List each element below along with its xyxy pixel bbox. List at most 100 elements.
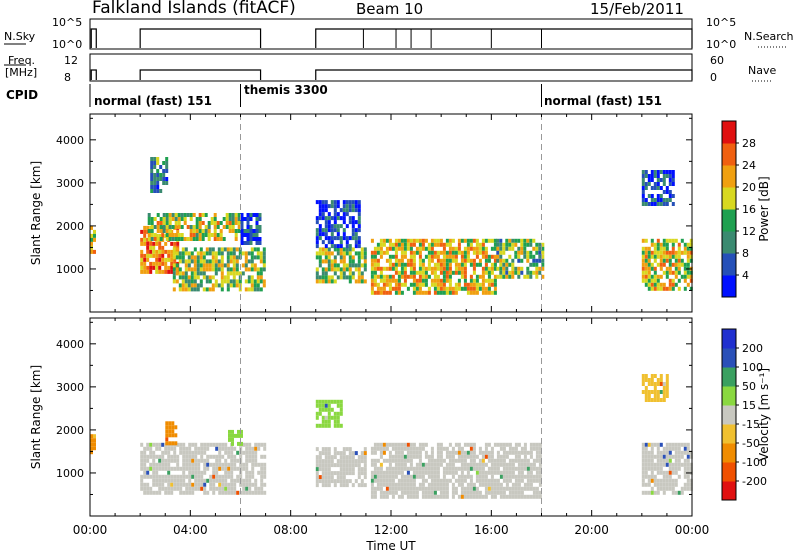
velocity-cell-6 bbox=[523, 462, 527, 467]
velocity-cell-1 bbox=[200, 482, 204, 487]
velocity-cell-1 bbox=[176, 482, 180, 487]
power-cell-8 bbox=[406, 242, 410, 247]
power-cell-6 bbox=[324, 267, 328, 272]
nave-tick-top: 60 bbox=[710, 54, 724, 67]
power-cell-3 bbox=[247, 275, 251, 280]
power-cell-8 bbox=[484, 250, 488, 255]
power-cell-2 bbox=[165, 229, 169, 233]
velocity-cell-1 bbox=[167, 466, 171, 471]
velocity-cell-1 bbox=[164, 490, 168, 495]
power-cell-4 bbox=[150, 157, 154, 161]
power-cell-8 bbox=[448, 270, 452, 275]
power-cell-7 bbox=[351, 216, 355, 221]
velocity-cell-6 bbox=[463, 458, 467, 463]
power-cell-11 bbox=[668, 174, 672, 178]
power-cell-3 bbox=[214, 283, 218, 288]
power-cell-10 bbox=[671, 262, 675, 267]
power-cell-8 bbox=[478, 286, 482, 291]
power-cell-2 bbox=[219, 233, 223, 237]
power-cell-8 bbox=[484, 290, 488, 295]
power-cell-9 bbox=[517, 238, 521, 243]
power-cell-1 bbox=[170, 269, 174, 274]
velocity-cell-6 bbox=[490, 450, 494, 455]
power-cell-10 bbox=[644, 254, 648, 259]
power-cell-8 bbox=[445, 278, 449, 283]
velocity-cell-6 bbox=[451, 458, 455, 463]
velocity-cell-6 bbox=[460, 482, 464, 487]
power-cell-6 bbox=[351, 247, 355, 252]
velocity-cell-4 bbox=[336, 479, 340, 484]
velocity-cell-1 bbox=[179, 486, 183, 491]
velocity-cell-1 bbox=[152, 478, 156, 483]
power-cell-8 bbox=[472, 238, 476, 243]
power-cell-3 bbox=[184, 283, 188, 288]
velocity-colorbar-label: -50 bbox=[742, 437, 760, 450]
power-cell-10 bbox=[647, 274, 651, 279]
power-cell-8 bbox=[457, 238, 461, 243]
power-cell-8 bbox=[487, 286, 491, 291]
power-cell-2 bbox=[213, 225, 217, 229]
velocity-cell-7 bbox=[671, 490, 675, 495]
velocity-cell-8 bbox=[656, 390, 660, 394]
power-colorbar-swatch bbox=[722, 253, 736, 276]
velocity-cell-3 bbox=[237, 441, 240, 446]
velocity-cell-5 bbox=[327, 415, 331, 420]
velocity-cell-6 bbox=[436, 470, 440, 475]
power-cell-3 bbox=[262, 259, 266, 264]
power-cell-6 bbox=[360, 271, 364, 276]
power-cell-3 bbox=[175, 263, 179, 268]
velocity-cell-8 bbox=[650, 382, 654, 386]
power-cell-4 bbox=[165, 157, 169, 161]
velocity-cell-4 bbox=[330, 459, 334, 464]
power-cell-10 bbox=[689, 258, 693, 263]
velocity-cell-6 bbox=[511, 458, 515, 463]
power-cell-2 bbox=[195, 217, 199, 221]
power-cell-8 bbox=[385, 238, 389, 243]
velocity-cell-7 bbox=[653, 442, 657, 447]
power-cell-7 bbox=[333, 236, 337, 241]
velocity-colorbar-swatch bbox=[722, 367, 736, 387]
velocity-cell-6 bbox=[415, 446, 419, 451]
power-cell-7 bbox=[327, 204, 331, 209]
velocity-cell-1 bbox=[233, 466, 237, 471]
velocity-cell-1 bbox=[143, 450, 147, 455]
power-cell-8 bbox=[424, 238, 428, 243]
velocity-cell-1 bbox=[197, 482, 201, 487]
velocity-cell-6 bbox=[490, 462, 494, 467]
power-cell-3 bbox=[205, 263, 209, 268]
velocity-cell-1 bbox=[245, 458, 249, 463]
power-cell-7 bbox=[315, 200, 319, 205]
power-cell-8 bbox=[460, 274, 464, 279]
power-cell-10 bbox=[674, 262, 678, 267]
velocity-cell-4 bbox=[348, 463, 352, 468]
power-cell-8 bbox=[400, 238, 404, 243]
power-cell-8 bbox=[418, 262, 422, 267]
power-cell-8 bbox=[403, 282, 407, 287]
power-cell-1 bbox=[176, 229, 180, 234]
velocity-cell-1 bbox=[245, 490, 249, 495]
velocity-cell-8 bbox=[659, 398, 663, 402]
power-cell-3 bbox=[193, 255, 197, 260]
velocity-cell-6 bbox=[370, 482, 374, 487]
power-cell-3 bbox=[235, 279, 239, 284]
velocity-cell-6 bbox=[379, 446, 383, 451]
velocity-cell-7 bbox=[671, 466, 675, 471]
power-cell-6 bbox=[321, 279, 325, 284]
velocity-cell-1 bbox=[182, 470, 186, 475]
velocity-cell-8 bbox=[662, 382, 666, 386]
power-cell-8 bbox=[412, 290, 416, 295]
velocity-cell-6 bbox=[391, 474, 395, 479]
power-cell-2 bbox=[192, 225, 196, 229]
velocity-cell-1 bbox=[245, 446, 249, 451]
power-cell-3 bbox=[187, 263, 191, 268]
velocity-cell-6 bbox=[394, 466, 398, 471]
velocity-cell-4 bbox=[336, 451, 340, 456]
power-cell-3 bbox=[223, 275, 227, 280]
power-cell-8 bbox=[454, 266, 458, 271]
velocity-cell-1 bbox=[149, 490, 153, 495]
power-cell-3 bbox=[247, 259, 251, 264]
velocity-cell-4 bbox=[348, 479, 352, 484]
power-cell-3 bbox=[232, 263, 236, 268]
power-cell-8 bbox=[388, 246, 392, 251]
power-cell-4 bbox=[150, 165, 154, 169]
